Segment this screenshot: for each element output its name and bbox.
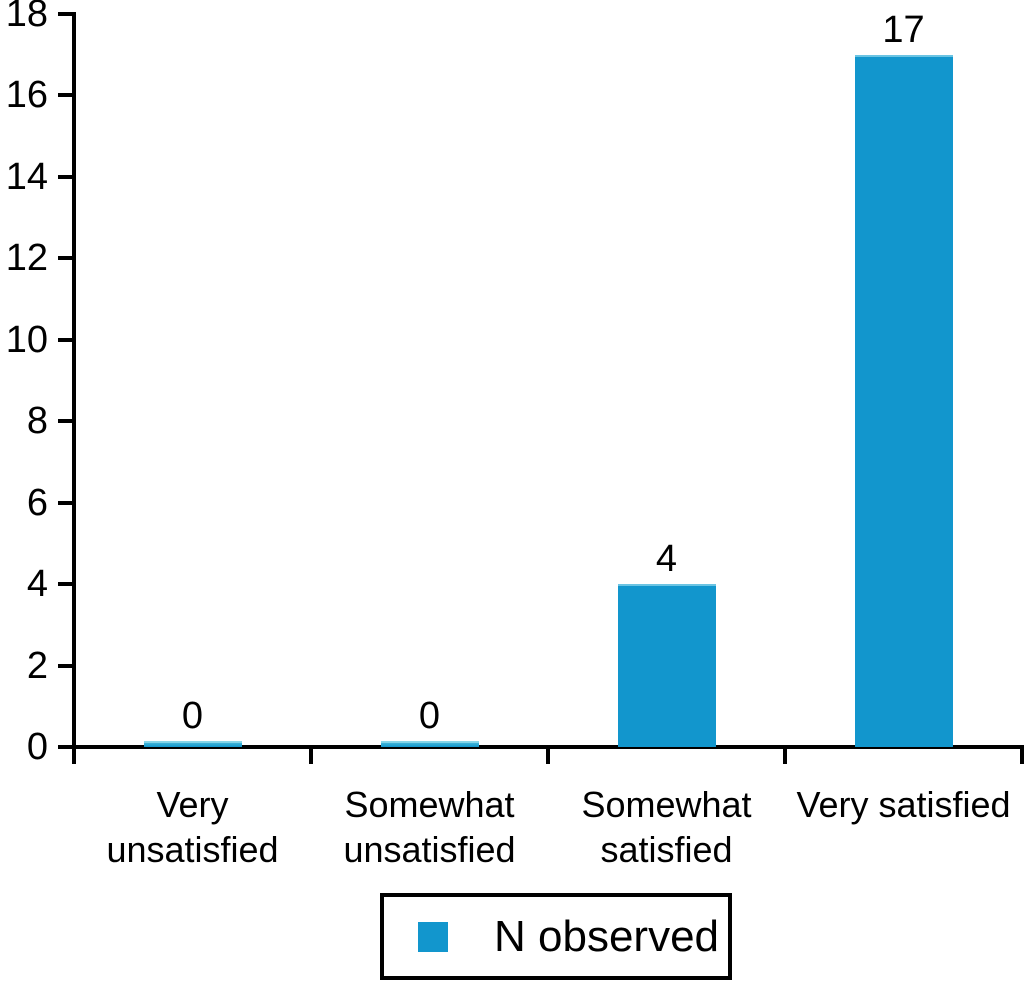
y-axis-tick-label: 12 — [5, 237, 48, 280]
bar — [854, 54, 953, 747]
x-axis-tick — [546, 745, 550, 764]
y-axis-tick — [58, 500, 74, 505]
y-axis-tick — [58, 663, 74, 668]
x-axis-tick — [72, 745, 76, 764]
x-axis-tick — [309, 745, 313, 764]
y-axis-tick-label: 16 — [5, 74, 48, 117]
bar — [143, 741, 242, 747]
bar — [380, 741, 479, 747]
y-axis-tick-label: 8 — [26, 400, 48, 443]
bar-value-label: 0 — [181, 695, 204, 737]
y-axis-tick — [58, 93, 74, 98]
y-axis-tick-label: 2 — [26, 644, 48, 687]
legend-swatch-icon — [418, 921, 448, 952]
y-axis-tick — [58, 12, 74, 16]
bar-value-label: 4 — [655, 538, 678, 581]
y-axis-tick-label: 6 — [26, 481, 48, 524]
legend: N observed — [380, 893, 732, 980]
y-axis-tick — [58, 419, 74, 424]
x-axis-tick — [1020, 745, 1024, 764]
category-label: Somewhat unsatisfied — [343, 784, 516, 870]
y-axis-tick — [58, 745, 74, 749]
y-axis-tick-label: 14 — [5, 155, 48, 198]
bar-value-label: 17 — [882, 8, 925, 51]
y-axis-tick-label: 18 — [5, 0, 48, 35]
y-axis-tick — [58, 337, 74, 342]
bar-value-label: 0 — [418, 695, 441, 737]
category-label: Very satisfied — [796, 784, 1011, 825]
category-label: Very unsatisfied — [106, 784, 279, 870]
y-axis-tick-label: 10 — [5, 318, 48, 361]
y-axis-tick — [58, 582, 74, 587]
y-axis-tick — [58, 256, 74, 261]
x-axis-tick — [783, 745, 787, 764]
y-axis-line — [72, 12, 76, 749]
y-axis-tick-label: 0 — [26, 726, 48, 768]
category-label: Somewhat satisfied — [581, 784, 752, 870]
y-axis-tick-label: 4 — [26, 563, 48, 606]
bar — [617, 584, 716, 747]
y-axis-tick — [58, 174, 74, 179]
legend-label: N observed — [494, 911, 720, 961]
